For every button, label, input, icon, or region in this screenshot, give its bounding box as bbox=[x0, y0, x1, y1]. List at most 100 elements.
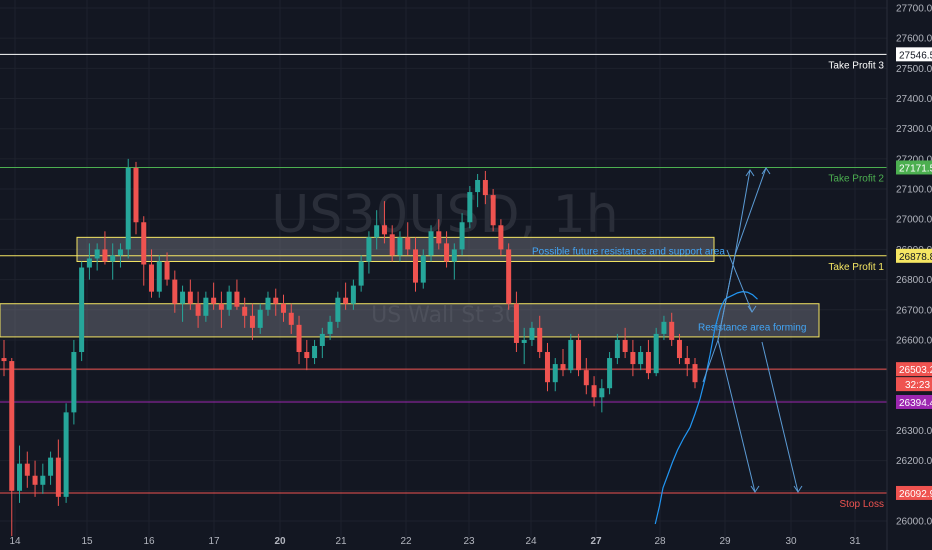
candle bbox=[684, 345, 690, 377]
zone-label: Possible future resistance and support a… bbox=[532, 246, 725, 257]
candle bbox=[358, 255, 364, 292]
x-tick-label: 27 bbox=[590, 536, 602, 547]
candle bbox=[172, 270, 178, 313]
y-tick-label: 27700.0 bbox=[896, 4, 932, 15]
y-tick-label: 26800.0 bbox=[896, 275, 932, 286]
candle bbox=[498, 219, 504, 256]
candle bbox=[133, 161, 139, 235]
candle-body bbox=[32, 475, 38, 485]
level-name: Take Profit 3 bbox=[828, 60, 884, 71]
arrow-head bbox=[761, 167, 771, 175]
projection-path bbox=[717, 167, 767, 341]
candle-body bbox=[281, 303, 287, 313]
candle-body bbox=[195, 303, 201, 316]
zone-label: Resistance area forming bbox=[698, 323, 806, 334]
candle bbox=[560, 348, 566, 377]
candle-body bbox=[211, 297, 217, 304]
y-tick-label: 27400.0 bbox=[896, 94, 932, 105]
candle bbox=[381, 201, 387, 244]
candle bbox=[614, 333, 620, 365]
y-tick-label: 26300.0 bbox=[896, 426, 932, 437]
candle-body bbox=[684, 358, 690, 365]
candle bbox=[9, 358, 15, 537]
candle-body bbox=[436, 231, 442, 244]
moving-average bbox=[654, 291, 758, 525]
y-tick-label: 27000.0 bbox=[896, 215, 932, 226]
price-tag-bg bbox=[896, 160, 932, 175]
x-tick-label: 28 bbox=[654, 536, 666, 547]
candle-body bbox=[296, 324, 302, 353]
arrow-head bbox=[747, 305, 757, 313]
price-tag-bg bbox=[896, 47, 932, 62]
candle bbox=[195, 291, 201, 328]
candle bbox=[180, 285, 186, 322]
candle bbox=[482, 170, 488, 205]
candle-body bbox=[653, 333, 659, 374]
candle bbox=[273, 288, 279, 316]
price-tag-value: 26503.2 bbox=[899, 365, 932, 376]
candle-body bbox=[544, 352, 550, 383]
candle-body bbox=[141, 222, 147, 265]
projection-path bbox=[717, 339, 756, 493]
candle-body bbox=[490, 195, 496, 226]
candle-body bbox=[319, 333, 325, 346]
candle-body bbox=[102, 249, 108, 262]
y-tick-label: 27500.0 bbox=[896, 64, 932, 75]
candle-body bbox=[86, 258, 92, 268]
candle bbox=[149, 249, 155, 298]
candle bbox=[676, 333, 682, 365]
price-tag-bg bbox=[896, 394, 932, 409]
candle-body bbox=[374, 225, 380, 238]
candle bbox=[327, 315, 333, 340]
candle bbox=[17, 445, 23, 503]
candle bbox=[607, 352, 613, 395]
candle bbox=[529, 321, 535, 346]
symbol-watermark: US30USD, 1h US Wall St 30 bbox=[271, 185, 618, 328]
candle bbox=[389, 225, 395, 262]
candle bbox=[296, 315, 302, 365]
candle-body bbox=[381, 225, 387, 235]
candle bbox=[645, 339, 651, 380]
candle-body bbox=[273, 297, 279, 304]
x-tick-label: 15 bbox=[81, 536, 93, 547]
price-tag-value: 27171.5 bbox=[899, 163, 932, 174]
candle bbox=[94, 243, 100, 271]
candle bbox=[257, 303, 263, 334]
candle-body bbox=[257, 309, 263, 328]
candle bbox=[187, 279, 193, 310]
projection-path bbox=[726, 249, 753, 313]
candle-body bbox=[343, 297, 349, 304]
candle bbox=[24, 451, 30, 488]
candle-body bbox=[327, 321, 333, 334]
candle bbox=[475, 173, 481, 208]
candle-body bbox=[288, 312, 294, 325]
y-tick-label: 27100.0 bbox=[896, 185, 932, 196]
candle bbox=[653, 327, 659, 377]
candle bbox=[537, 315, 543, 359]
candle bbox=[71, 339, 77, 425]
candle bbox=[513, 291, 519, 353]
candle bbox=[110, 243, 116, 280]
candle bbox=[265, 291, 271, 316]
candle-body bbox=[187, 291, 193, 304]
candle bbox=[428, 225, 434, 262]
candle-body bbox=[506, 249, 512, 304]
y-tick-label: 26600.0 bbox=[896, 335, 932, 346]
candle bbox=[451, 243, 457, 280]
candle bbox=[374, 210, 380, 250]
y-tick-label: 26000.0 bbox=[896, 517, 932, 528]
candle bbox=[622, 327, 628, 359]
zone-box bbox=[76, 236, 715, 262]
candle-body bbox=[17, 463, 23, 491]
candle bbox=[638, 345, 644, 371]
candle-body bbox=[397, 237, 403, 256]
candle bbox=[343, 282, 349, 310]
time-axis[interactable]: 14 15 16 17 20 21 22 23 24 27 28 29 30 31 bbox=[9, 536, 861, 547]
candle-body bbox=[156, 261, 162, 292]
candle bbox=[312, 339, 318, 365]
candle bbox=[630, 339, 636, 377]
candle bbox=[40, 463, 46, 494]
candle-body bbox=[607, 358, 613, 389]
candle-body bbox=[630, 352, 636, 365]
